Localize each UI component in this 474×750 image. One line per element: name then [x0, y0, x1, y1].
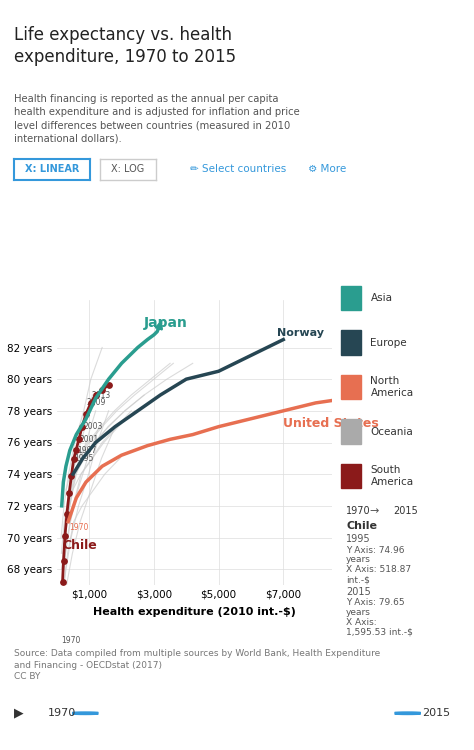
Point — [61, 530, 69, 542]
Text: Life expectancy vs. health
expenditure, 1970 to 2015: Life expectancy vs. health expenditure, … — [14, 26, 237, 67]
Text: Y Axis: 74.96: Y Axis: 74.96 — [346, 546, 404, 555]
Text: Asia: Asia — [371, 293, 392, 303]
Bar — [341, 286, 361, 310]
Point — [92, 389, 100, 401]
Text: 1970: 1970 — [61, 636, 81, 645]
Text: ✏ Select countries: ✏ Select countries — [190, 164, 286, 174]
Text: 1997: 1997 — [77, 446, 96, 455]
Text: South
America: South America — [371, 465, 414, 487]
Circle shape — [395, 712, 420, 714]
Point — [75, 433, 82, 445]
Bar — [341, 419, 361, 444]
X-axis label: Health expenditure (2010 int.-$): Health expenditure (2010 int.-$) — [93, 607, 296, 616]
Text: 1995: 1995 — [346, 534, 371, 544]
Text: 2013: 2013 — [92, 391, 111, 400]
Point — [60, 555, 67, 567]
Circle shape — [73, 712, 98, 714]
Point — [72, 445, 80, 457]
Text: 2015: 2015 — [346, 586, 371, 597]
Text: 1970: 1970 — [69, 523, 88, 532]
Text: ▶: ▶ — [14, 706, 24, 719]
Text: Health financing is reported as the annual per capita
health expenditure and is : Health financing is reported as the annu… — [14, 94, 300, 143]
Text: 2009: 2009 — [87, 398, 106, 407]
Text: Oceania: Oceania — [371, 427, 413, 436]
Text: in Data: in Data — [381, 61, 425, 70]
Text: Source: Data compiled from multiple sources by World Bank, Health Expenditure
an: Source: Data compiled from multiple sour… — [14, 649, 381, 681]
Point — [105, 379, 112, 391]
Point — [70, 453, 77, 465]
Point — [99, 384, 106, 396]
Text: 2003: 2003 — [83, 422, 102, 431]
Text: X: LINEAR: X: LINEAR — [25, 164, 79, 175]
Text: 2001: 2001 — [80, 435, 99, 444]
Point — [78, 421, 86, 433]
Point — [57, 619, 65, 631]
Text: Europe: Europe — [371, 338, 407, 347]
Bar — [341, 330, 361, 355]
Text: North
America: North America — [371, 376, 414, 398]
Point — [56, 634, 64, 646]
Point — [58, 598, 65, 610]
Text: 1970: 1970 — [47, 707, 76, 718]
Text: →: → — [370, 506, 379, 516]
Text: 2015: 2015 — [422, 707, 450, 718]
Text: X Axis: 518.87: X Axis: 518.87 — [346, 566, 411, 574]
Text: Our World: Our World — [371, 34, 435, 44]
Text: Japan: Japan — [144, 316, 188, 330]
Text: ⚙ More: ⚙ More — [308, 164, 346, 174]
Text: 1,595.53 int.-$: 1,595.53 int.-$ — [346, 628, 413, 637]
Point — [68, 470, 75, 482]
Text: Y Axis: 79.65: Y Axis: 79.65 — [346, 598, 405, 608]
Text: 1995: 1995 — [74, 454, 94, 464]
Bar — [341, 464, 361, 488]
Text: United States: United States — [283, 417, 379, 430]
Text: Chile: Chile — [346, 520, 377, 531]
Text: Norway: Norway — [277, 328, 324, 338]
Text: X Axis:: X Axis: — [346, 618, 377, 627]
Point — [65, 488, 73, 500]
Text: X: LOG: X: LOG — [111, 164, 145, 175]
Point — [63, 508, 71, 520]
Text: years: years — [346, 556, 371, 565]
Point — [87, 397, 95, 409]
Point — [82, 408, 90, 420]
Text: 1970: 1970 — [346, 506, 371, 516]
Point — [59, 576, 66, 588]
Text: years: years — [346, 608, 371, 617]
Text: int.-$: int.-$ — [346, 575, 370, 584]
Text: Chile: Chile — [62, 538, 97, 551]
Bar — [341, 375, 361, 399]
Text: 2015: 2015 — [393, 506, 418, 516]
